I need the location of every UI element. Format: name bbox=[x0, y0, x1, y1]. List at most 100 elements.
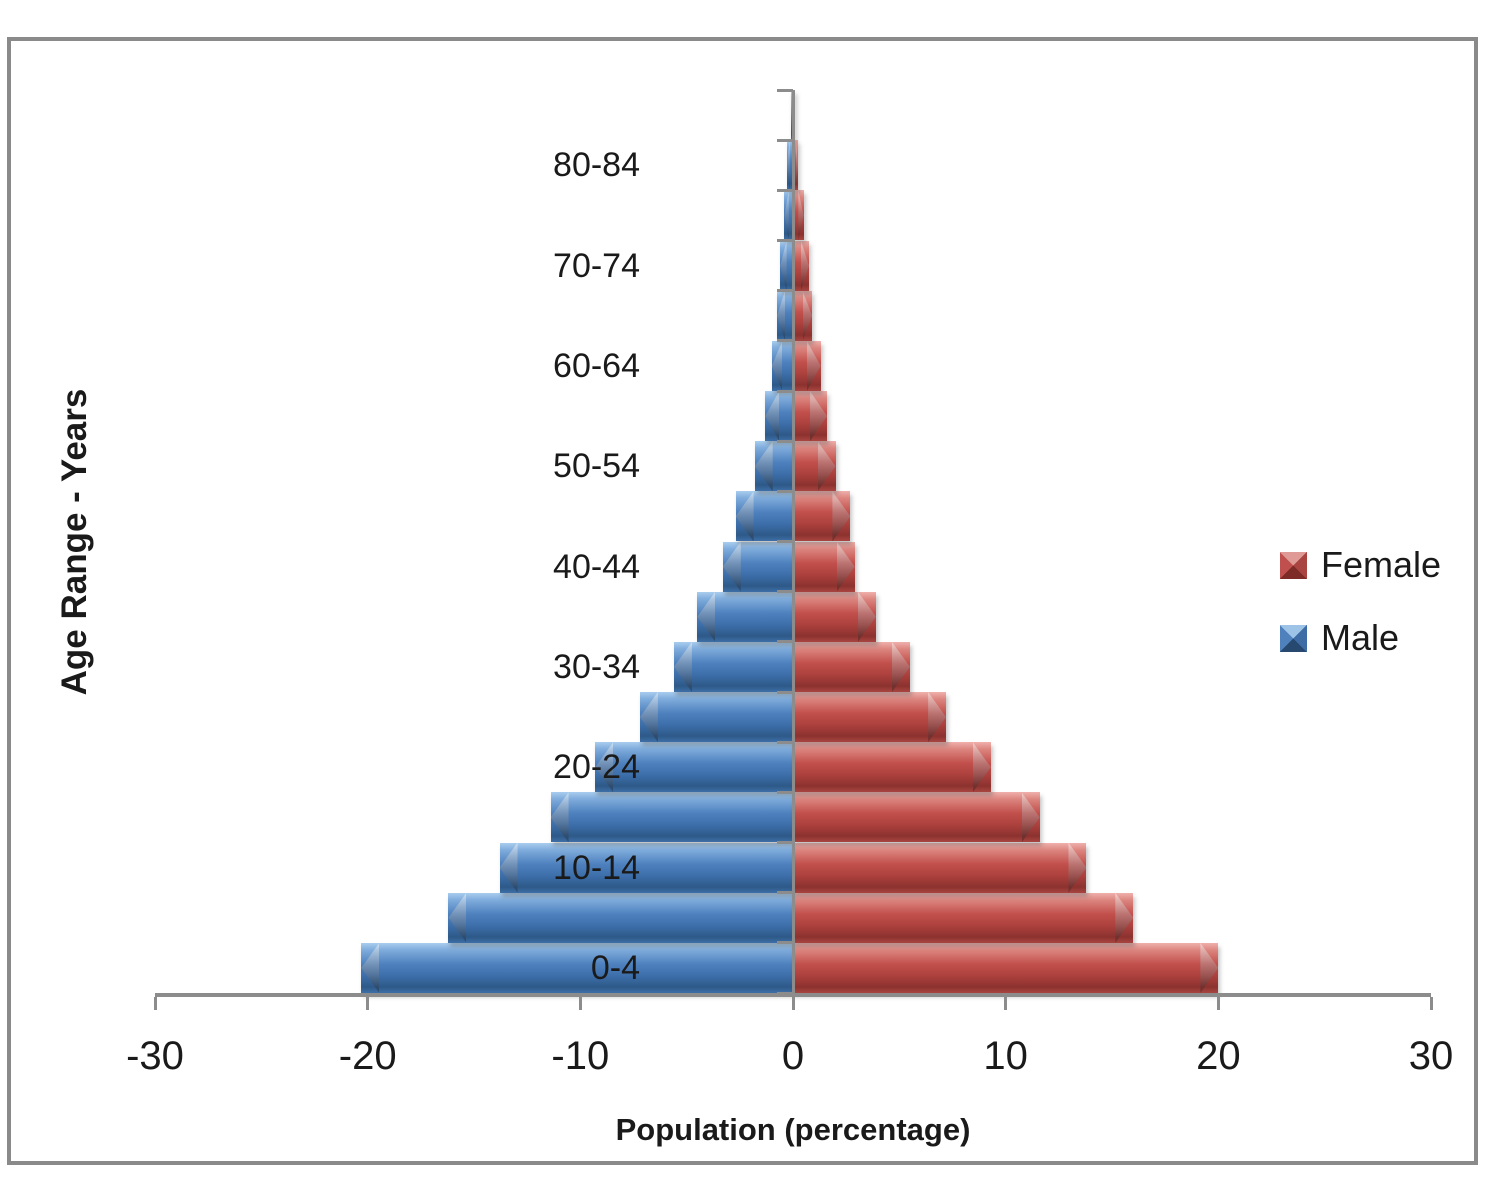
bar-male-endcap-30-34 bbox=[673, 641, 692, 692]
chart-border bbox=[7, 37, 1478, 1165]
legend-item-male: Male bbox=[1280, 620, 1399, 656]
bar-male-10-14 bbox=[499, 842, 793, 893]
legend-male-swatch bbox=[1280, 624, 1307, 652]
bar-female-fill-10-14 bbox=[793, 842, 1087, 893]
bar-female-endcap-35-39 bbox=[857, 591, 876, 642]
bar-male-endcap-45-49 bbox=[735, 491, 754, 542]
bar-female-endcap-60-64 bbox=[806, 340, 821, 391]
bar-female-5-9 bbox=[793, 892, 1134, 943]
bar-male-endcap-15-19 bbox=[550, 792, 569, 843]
bar-female-fill-40-44 bbox=[793, 541, 855, 592]
x-tick-label--10: -10 bbox=[551, 1034, 610, 1078]
bar-male-fill-15-19 bbox=[550, 792, 793, 843]
bar-male-endcap-35-39 bbox=[697, 591, 716, 642]
bar-male-5-9 bbox=[448, 892, 793, 943]
category-label-50-54: 50-54 bbox=[553, 447, 640, 486]
bar-female-35-39 bbox=[793, 591, 876, 642]
legend-item-female: Female bbox=[1280, 547, 1441, 583]
bar-male-fill-10-14 bbox=[499, 842, 793, 893]
bar-male-fill-45-49 bbox=[735, 491, 793, 542]
bar-female-fill-80-84 bbox=[793, 140, 799, 191]
bar-male-fill-30-34 bbox=[673, 641, 793, 692]
bar-female-50-54 bbox=[793, 441, 836, 492]
bar-female-endcap-80-84 bbox=[795, 140, 799, 191]
category-label-30-34: 30-34 bbox=[553, 647, 640, 686]
category-label-10-14: 10-14 bbox=[553, 848, 640, 887]
category-tick-18 bbox=[777, 88, 793, 92]
bar-female-70-74 bbox=[793, 240, 809, 291]
category-tick-16 bbox=[777, 188, 793, 192]
bar-male-endcap-70-74 bbox=[780, 240, 787, 291]
bar-male-fill-40-44 bbox=[722, 541, 793, 592]
bar-female-fill-45-49 bbox=[793, 491, 851, 542]
bar-male-15-19 bbox=[550, 792, 793, 843]
bar-female-fill-50-54 bbox=[793, 441, 836, 492]
category-tick-12 bbox=[777, 389, 793, 393]
bar-male-50-54 bbox=[754, 441, 793, 492]
bar-female-endcap-45-49 bbox=[832, 491, 851, 542]
bar-female-endcap-40-44 bbox=[836, 541, 855, 592]
bar-female-fill-70-74 bbox=[793, 240, 809, 291]
bar-male-endcap-85+ bbox=[790, 90, 792, 141]
x-tick--20 bbox=[366, 997, 370, 1010]
bar-male-fill-60-64 bbox=[771, 340, 793, 391]
x-axis-line bbox=[155, 993, 1431, 997]
bar-male-endcap-55-59 bbox=[765, 391, 780, 442]
bar-female-45-49 bbox=[793, 491, 851, 542]
bar-female-30-34 bbox=[793, 641, 910, 692]
bar-female-endcap-15-19 bbox=[1021, 792, 1040, 843]
legend-male-label: Male bbox=[1321, 617, 1400, 658]
x-tick-20 bbox=[1216, 997, 1220, 1010]
bar-female-endcap-75-79 bbox=[798, 190, 804, 241]
bar-male-75-79 bbox=[784, 190, 793, 241]
category-label-20-24: 20-24 bbox=[553, 748, 640, 787]
category-tick-17 bbox=[777, 138, 793, 142]
bar-female-fill-0-4 bbox=[793, 942, 1219, 993]
bar-male-20-24 bbox=[595, 742, 793, 793]
category-tick-9 bbox=[777, 540, 793, 543]
bar-female-55-59 bbox=[793, 391, 828, 442]
bar-female-endcap-25-29 bbox=[928, 692, 947, 743]
bar-male-endcap-75-79 bbox=[784, 190, 789, 241]
bar-male-endcap-80-84 bbox=[786, 140, 790, 191]
bar-male-80-84 bbox=[786, 140, 793, 191]
bar-male-30-34 bbox=[673, 641, 793, 692]
y-axis-line bbox=[791, 90, 795, 993]
category-label-80-84: 80-84 bbox=[553, 146, 640, 185]
category-tick-7 bbox=[777, 640, 793, 644]
bar-female-fill-60-64 bbox=[793, 340, 821, 391]
bar-female-fill-30-34 bbox=[793, 641, 910, 692]
bar-male-endcap-25-29 bbox=[639, 692, 658, 743]
category-tick-15 bbox=[777, 239, 793, 242]
bar-male-endcap-5-9 bbox=[448, 892, 467, 943]
category-tick-5 bbox=[777, 740, 793, 744]
x-tick-30 bbox=[1429, 997, 1433, 1010]
bar-female-endcap-30-34 bbox=[891, 641, 910, 692]
bar-female-fill-75-79 bbox=[793, 190, 804, 241]
bar-male-endcap-50-54 bbox=[754, 441, 773, 492]
bar-female-endcap-20-24 bbox=[972, 742, 991, 793]
x-tick-0 bbox=[791, 997, 795, 1010]
bar-female-fill-15-19 bbox=[793, 792, 1040, 843]
bar-male-fill-75-79 bbox=[784, 190, 793, 241]
category-label-40-44: 40-44 bbox=[553, 547, 640, 586]
bar-male-60-64 bbox=[771, 340, 793, 391]
legend-female-label: Female bbox=[1321, 544, 1442, 585]
bar-female-endcap-0-4 bbox=[1200, 942, 1219, 993]
bar-female-endcap-10-14 bbox=[1068, 842, 1087, 893]
y-axis-title: Age Range - Years bbox=[55, 388, 94, 696]
bar-male-25-29 bbox=[639, 692, 793, 743]
bar-male-45-49 bbox=[735, 491, 793, 542]
bar-male-fill-25-29 bbox=[639, 692, 793, 743]
category-tick-8 bbox=[777, 590, 793, 594]
category-tick-10 bbox=[777, 489, 793, 493]
bar-male-fill-5-9 bbox=[448, 892, 793, 943]
x-tick-label--30: -30 bbox=[126, 1034, 184, 1078]
legend-female-swatch bbox=[1280, 551, 1307, 579]
bar-female-endcap-70-74 bbox=[800, 240, 809, 291]
bar-male-fill-70-74 bbox=[780, 240, 793, 291]
x-tick-label-30: 30 bbox=[1408, 1034, 1454, 1078]
category-tick-2 bbox=[777, 891, 793, 895]
category-tick-6 bbox=[777, 690, 793, 694]
x-axis-title: Population (percentage) bbox=[615, 1112, 971, 1147]
